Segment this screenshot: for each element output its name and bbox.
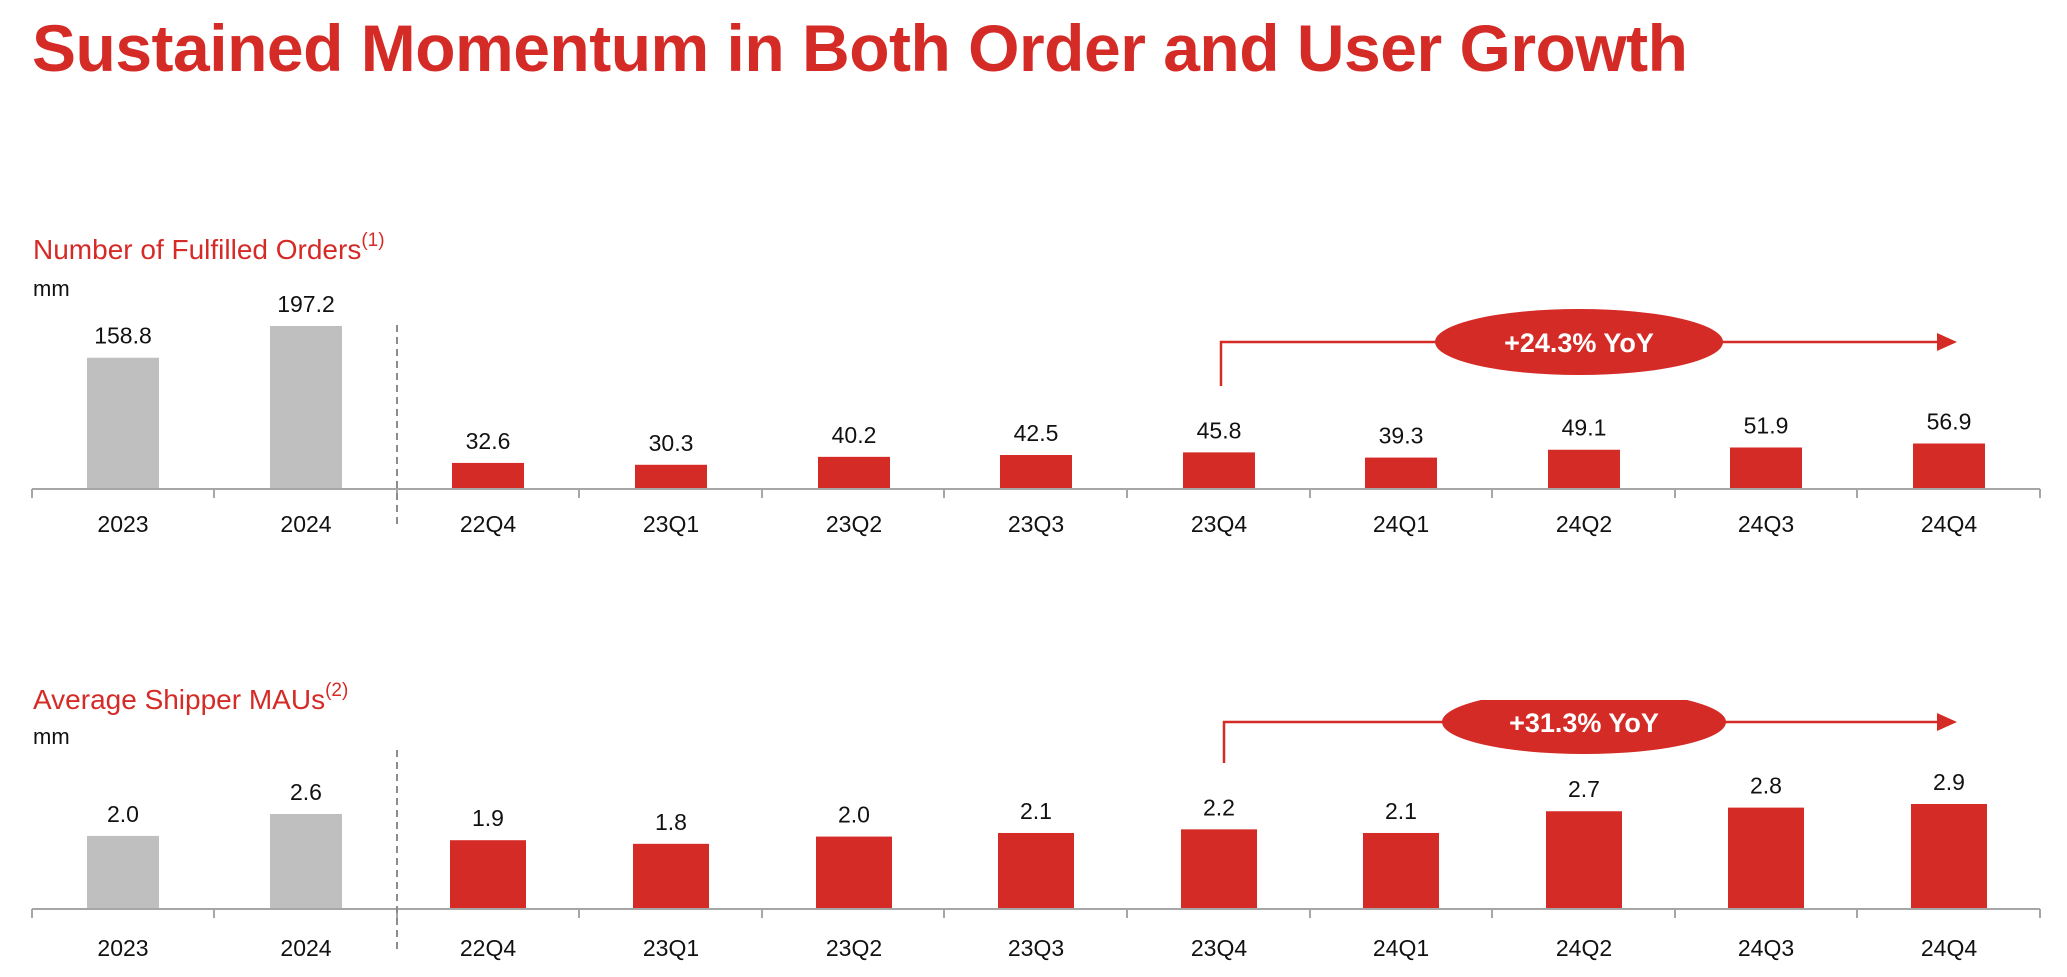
bar-24q4 [1911, 804, 1987, 909]
data-label: 56.9 [1927, 409, 1972, 435]
yoy-badge [1435, 309, 1723, 375]
x-tick-label: 2023 [97, 511, 148, 537]
bar-24q2 [1546, 811, 1622, 909]
bar-24q3 [1728, 807, 1804, 909]
x-tick-label: 24Q2 [1556, 511, 1612, 537]
bar-24q1 [1365, 457, 1437, 489]
data-label: 158.8 [94, 323, 152, 349]
chart-title-maus-text: Average Shipper MAUs [33, 684, 326, 715]
bar-24q3 [1730, 447, 1802, 489]
data-label: 1.9 [472, 805, 504, 831]
bar-2024 [270, 326, 342, 489]
footnote-marker: (1) [361, 230, 385, 251]
x-tick-label: 2023 [97, 935, 148, 961]
x-tick-label: 23Q2 [826, 511, 882, 537]
data-label: 2.1 [1385, 798, 1417, 824]
bar-23q2 [818, 456, 890, 489]
arrow-head-icon [1937, 713, 1957, 731]
bar-22q4 [452, 462, 524, 489]
x-tick-label: 23Q3 [1008, 511, 1064, 537]
yoy-annotation-label: +24.3% YoY [1504, 328, 1654, 358]
data-label: 2.0 [838, 802, 870, 828]
data-label: 2.9 [1933, 769, 1965, 795]
x-tick-label: 22Q4 [460, 935, 516, 961]
orders-bar-chart: 158.8 2023 197.2 2024 32.6 22Q4 30.3 23Q1 40.2 23… [31, 291, 2041, 537]
x-tick-label: 24Q3 [1738, 935, 1794, 961]
data-label: 40.2 [832, 422, 877, 448]
data-label: 39.3 [1379, 423, 1424, 449]
bar-23q1 [635, 464, 707, 489]
x-tick-label: 23Q1 [643, 511, 699, 537]
x-tick-label: 2024 [280, 935, 331, 961]
footnote-marker: (2) [325, 680, 349, 701]
x-tick-label: 22Q4 [460, 511, 516, 537]
bar-24q1 [1363, 832, 1439, 909]
data-label: 2.0 [107, 801, 139, 827]
bar-23q3 [998, 832, 1074, 909]
x-tick-label: 23Q1 [643, 935, 699, 961]
bar-24q4 [1913, 443, 1985, 489]
bar-23q4 [1181, 829, 1257, 909]
bar-22q4 [450, 840, 526, 909]
x-tick-label: 24Q2 [1556, 935, 1612, 961]
page-title: Sustained Momentum in Both Order and Use… [32, 11, 1688, 85]
x-tick-label: 24Q4 [1921, 511, 1977, 537]
data-label: 1.8 [655, 809, 687, 835]
chart-title-orders-text: Number of Fulfilled Orders [33, 234, 362, 265]
x-tick-label: 23Q2 [826, 935, 882, 961]
x-tick-label: 24Q1 [1373, 511, 1429, 537]
data-label: 32.6 [466, 428, 511, 454]
y-unit-label-orders: mm [33, 276, 70, 301]
bar-23q4 [1183, 452, 1255, 489]
chart-title-orders: Number of Fulfilled Orders(1) [33, 230, 385, 266]
data-label: 197.2 [277, 291, 335, 317]
x-tick-label: 24Q3 [1738, 511, 1794, 537]
data-label: 2.1 [1020, 798, 1052, 824]
data-label: 49.1 [1562, 415, 1607, 441]
bar-2023 [87, 835, 159, 909]
bar-2024 [270, 814, 342, 909]
y-unit-label-maus: mm [33, 724, 70, 749]
data-label: 42.5 [1014, 420, 1059, 446]
bar-23q2 [816, 836, 892, 909]
bar-23q1 [633, 843, 709, 909]
x-tick-label: 24Q4 [1921, 935, 1977, 961]
data-label: 2.8 [1750, 773, 1782, 799]
chart-title-maus: Average Shipper MAUs(2) [33, 680, 348, 716]
yoy-annotation-label: +31.3% YoY [1509, 708, 1659, 738]
yoy-badge [1442, 700, 1726, 754]
x-tick-label: 23Q4 [1191, 935, 1247, 961]
x-tick-label: 24Q1 [1373, 935, 1429, 961]
x-tick-label: 23Q4 [1191, 511, 1247, 537]
data-label: 30.3 [649, 430, 694, 456]
bar-23q3 [1000, 455, 1072, 489]
data-label: 51.9 [1744, 412, 1789, 438]
maus-bar-chart: 2.0 2023 2.6 2024 1.9 22Q4 1.8 23Q1 2.0 23Q2 2.1 23… [31, 700, 2041, 961]
data-label: 2.6 [290, 779, 322, 805]
bar-2023 [87, 357, 159, 489]
data-label: 2.7 [1568, 776, 1600, 802]
bar-24q2 [1548, 449, 1620, 489]
x-tick-label: 2024 [280, 511, 331, 537]
x-tick-label: 23Q3 [1008, 935, 1064, 961]
data-label: 45.8 [1197, 417, 1242, 443]
arrow-head-icon [1937, 333, 1957, 351]
data-label: 2.2 [1203, 794, 1235, 820]
